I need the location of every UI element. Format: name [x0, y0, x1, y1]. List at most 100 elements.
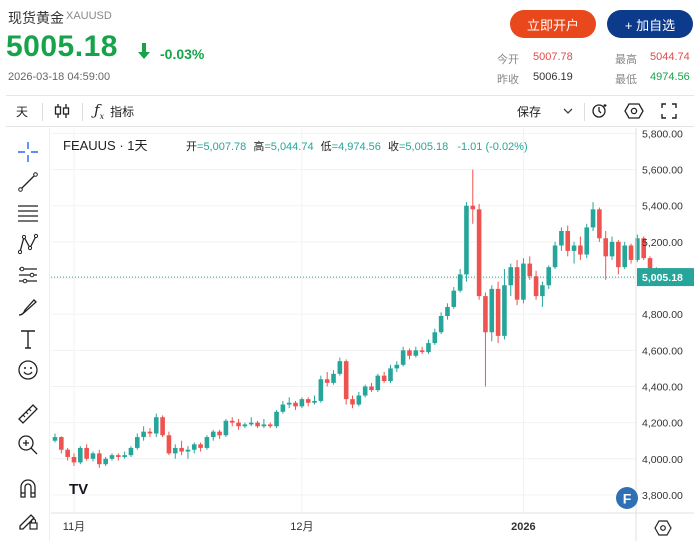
candle-body: [350, 399, 355, 405]
candle-body: [426, 343, 431, 353]
emoji-icon[interactable]: [16, 358, 40, 382]
candle-body: [508, 267, 514, 286]
zoom-in-icon[interactable]: [16, 433, 40, 457]
broker-badge[interactable]: F: [616, 487, 638, 509]
candle: [153, 413, 159, 438]
timestamp: 2026-03-18 04:59:00: [8, 71, 111, 83]
candle-type-icon[interactable]: [54, 96, 70, 126]
candle: [185, 446, 191, 459]
open-account-button[interactable]: 立即开户: [510, 10, 596, 38]
tradingview-logo[interactable]: TV: [69, 481, 88, 498]
fullscreen-icon[interactable]: [661, 96, 677, 126]
candle: [179, 440, 184, 456]
stat-open-label: 今开: [497, 54, 519, 66]
candle: [299, 397, 305, 409]
candle: [242, 422, 248, 429]
candle-body: [267, 424, 273, 427]
candle: [616, 240, 621, 275]
chart-toolbar: 天 ƒx 指标 保存: [6, 95, 694, 127]
candle: [489, 285, 495, 342]
candle: [59, 436, 64, 454]
arrow-down-icon: [138, 43, 150, 59]
svg-text:TV: TV: [69, 481, 88, 498]
candle-body: [210, 431, 216, 438]
legend-ohlc: 开=5,007.78 高=5,044.74 低=4,974.56 收=5,005…: [186, 139, 528, 153]
candle-body: [369, 386, 374, 391]
candle: [628, 243, 634, 264]
candle: [413, 346, 419, 358]
price-axis: 3,800.00 4,000.00 4,200.00 4,400.00 4,600.00…: [635, 128, 694, 541]
candle-body: [546, 267, 552, 286]
candle: [255, 420, 260, 429]
stat-high-label: 最高: [615, 54, 637, 66]
add-watchlist-button[interactable]: + 加自选: [607, 10, 693, 38]
chart-area[interactable]: 3,800.00 4,000.00 4,200.00 4,400.00 4,600.00…: [51, 128, 694, 541]
candle-body: [590, 209, 596, 228]
ruler-icon[interactable]: [16, 402, 40, 426]
candle: [603, 231, 609, 280]
candle-body: [217, 431, 222, 436]
candle-body: [160, 417, 165, 436]
candle: [248, 417, 254, 427]
save-button[interactable]: 保存: [517, 96, 573, 126]
candle: [160, 415, 165, 438]
candle-body: [540, 285, 545, 297]
candle: [337, 357, 343, 376]
candle-body: [223, 420, 229, 436]
crosshair-icon[interactable]: [16, 140, 40, 164]
lock-drawings-icon[interactable]: [16, 508, 40, 532]
candle-body: [128, 447, 134, 456]
forecast-icon[interactable]: [16, 263, 40, 287]
toolbar-divider: [42, 103, 43, 121]
candle: [305, 397, 311, 407]
candle-body: [134, 437, 140, 448]
candle-body: [331, 373, 336, 383]
candlestick-chart[interactable]: 3,800.00 4,000.00 4,200.00 4,400.00 4,600.00…: [51, 128, 694, 541]
candle: [559, 227, 564, 251]
candle-body: [445, 306, 450, 316]
alert-icon[interactable]: [591, 96, 609, 126]
candle: [407, 348, 412, 360]
stat-low-value: 4974.56: [650, 71, 690, 83]
settings-icon[interactable]: [624, 96, 644, 126]
axis-settings-icon[interactable]: [654, 520, 672, 536]
text-tool-icon[interactable]: [16, 327, 40, 351]
pattern-icon[interactable]: [16, 232, 40, 256]
candle-body: [609, 241, 615, 257]
indicators-button[interactable]: ƒx 指标: [94, 96, 134, 126]
candle-body: [527, 263, 533, 277]
candle: [198, 442, 203, 452]
candle-body: [305, 399, 311, 403]
candle: [426, 339, 431, 354]
candle-body: [229, 420, 235, 423]
candle: [65, 447, 70, 461]
candle: [274, 409, 279, 429]
candle: [217, 429, 222, 439]
price-tick-label: 5,200.00: [642, 237, 683, 249]
candle-body: [457, 274, 463, 291]
candle: [590, 202, 596, 232]
candle: [134, 433, 140, 450]
function-icon: ƒx: [94, 101, 105, 121]
candle: [451, 287, 457, 309]
instrument-title: 现货黄金: [8, 10, 64, 26]
candle-body: [248, 422, 254, 425]
brush-icon[interactable]: [16, 295, 40, 319]
interval-selector[interactable]: 天: [16, 104, 29, 119]
candle-body: [97, 453, 102, 465]
fib-lines-icon[interactable]: [16, 201, 40, 225]
magnet-icon[interactable]: [16, 476, 40, 500]
candle: [172, 444, 178, 459]
candle-body: [147, 431, 153, 434]
candle: [128, 446, 134, 457]
price-tick-label: 5,400.00: [642, 201, 683, 213]
candle-body: [172, 447, 178, 454]
trend-line-icon[interactable]: [16, 170, 40, 194]
candle: [578, 236, 583, 260]
time-tick-label: 2026: [511, 521, 535, 533]
candle-body: [502, 285, 507, 336]
candle-body: [375, 375, 381, 391]
candle-body: [400, 350, 406, 365]
candle: [438, 312, 444, 335]
candle-body: [483, 296, 488, 333]
